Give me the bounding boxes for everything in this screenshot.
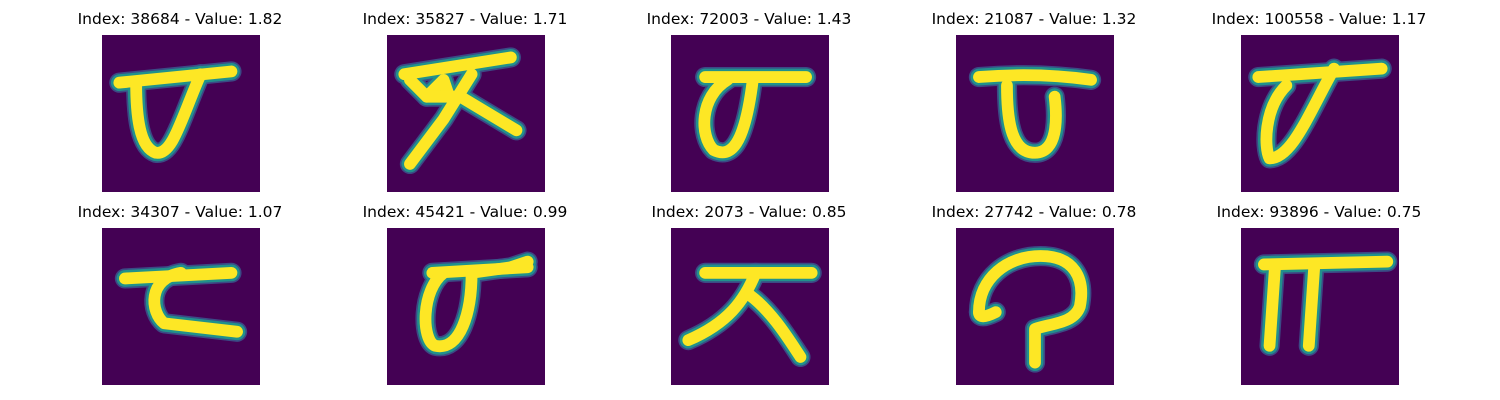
glyph-drawing bbox=[968, 65, 1102, 163]
panel-title: Index: 21087 - Value: 1.32 bbox=[931, 10, 1137, 28]
panel-9: Index: 27742 - Value: 0.78 bbox=[884, 193, 1184, 385]
glyph-image bbox=[956, 228, 1114, 385]
panel-title: Index: 27742 - Value: 0.78 bbox=[931, 203, 1137, 221]
glyph-image bbox=[387, 35, 545, 192]
glyph-image bbox=[956, 35, 1114, 192]
glyph-image bbox=[387, 228, 545, 385]
glyph-stroke bbox=[1302, 258, 1321, 352]
glyph-stroke bbox=[398, 51, 517, 81]
panel-10: Index: 93896 - Value: 0.75 bbox=[1169, 193, 1469, 385]
glyph-image bbox=[102, 228, 260, 385]
glyph-stroke bbox=[404, 68, 478, 170]
glyph-stroke bbox=[973, 69, 1097, 86]
panel-3: Index: 72003 - Value: 1.43 bbox=[599, 0, 899, 192]
glyph-stroke bbox=[744, 289, 807, 363]
panel-title: Index: 38684 - Value: 1.82 bbox=[77, 10, 283, 28]
glyph-drawing bbox=[109, 61, 242, 163]
panel-title: Index: 45421 - Value: 0.99 bbox=[362, 203, 568, 221]
panel-title: Index: 35827 - Value: 1.71 bbox=[362, 10, 568, 28]
glyph-stroke bbox=[1263, 258, 1282, 352]
glyph-drawing bbox=[694, 66, 817, 163]
panel-2: Index: 35827 - Value: 1.71 bbox=[315, 0, 615, 192]
panel-1: Index: 38684 - Value: 1.82 bbox=[30, 0, 330, 192]
glyph-stroke bbox=[1001, 79, 1062, 159]
glyph-drawing bbox=[968, 245, 1092, 373]
glyph-image bbox=[1241, 228, 1399, 385]
glyph-stroke bbox=[973, 306, 1002, 323]
glyph-drawing bbox=[114, 262, 248, 342]
panel-title: Index: 93896 - Value: 0.75 bbox=[1216, 203, 1422, 221]
glyph-stroke bbox=[148, 266, 243, 338]
panel-7: Index: 45421 - Value: 0.99 bbox=[315, 193, 615, 385]
panel-6: Index: 34307 - Value: 1.07 bbox=[30, 193, 330, 385]
glyph-stroke bbox=[682, 266, 762, 347]
glyph-stroke bbox=[130, 68, 207, 159]
panel-5: Index: 100558 - Value: 1.17 bbox=[1169, 0, 1469, 192]
glyph-drawing bbox=[678, 262, 822, 368]
glyph-image bbox=[671, 35, 829, 192]
glyph-stroke bbox=[698, 73, 759, 159]
glyph-stroke bbox=[404, 73, 456, 103]
glyph-stroke bbox=[1252, 62, 1388, 83]
glyph-stroke bbox=[1260, 62, 1340, 165]
panel-8: Index: 2073 - Value: 0.85 bbox=[599, 193, 899, 385]
glyph-image bbox=[671, 228, 829, 385]
glyph-image bbox=[102, 35, 260, 192]
panel-4: Index: 21087 - Value: 1.32 bbox=[884, 0, 1184, 192]
glyph-stroke bbox=[419, 255, 534, 353]
glyph-drawing bbox=[1253, 251, 1398, 356]
panel-title: Index: 34307 - Value: 1.07 bbox=[77, 203, 283, 221]
glyph-drawing bbox=[1248, 58, 1392, 169]
panel-title: Index: 2073 - Value: 0.85 bbox=[651, 203, 847, 221]
glyph-drawing bbox=[415, 251, 538, 357]
glyph-stroke bbox=[1258, 255, 1394, 271]
panel-title: Index: 72003 - Value: 1.43 bbox=[646, 10, 852, 28]
glyph-image bbox=[1241, 35, 1399, 192]
glyph-drawing bbox=[394, 47, 527, 175]
glyph-stroke bbox=[973, 250, 1088, 369]
panel-title: Index: 100558 - Value: 1.17 bbox=[1211, 10, 1427, 28]
